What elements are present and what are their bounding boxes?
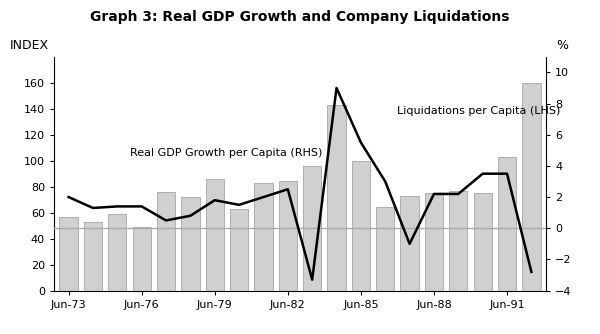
Bar [498,157,516,291]
Text: Graph 3: Real GDP Growth and Company Liquidations: Graph 3: Real GDP Growth and Company Liq… [90,10,510,24]
Bar [376,207,394,291]
Bar [230,209,248,291]
Bar [278,181,297,291]
Bar [449,191,467,291]
Bar [425,193,443,291]
Text: %: % [556,39,568,52]
Bar [254,183,272,291]
Text: INDEX: INDEX [10,39,49,52]
Bar [303,166,322,291]
Bar [400,196,419,291]
Bar [352,161,370,291]
Bar [181,197,200,291]
Bar [206,179,224,291]
Bar [473,193,492,291]
Bar [84,222,102,291]
Bar [328,105,346,291]
Bar [108,214,127,291]
Text: Real GDP Growth per Capita (RHS): Real GDP Growth per Capita (RHS) [130,148,322,158]
Bar [59,216,78,291]
Bar [157,192,175,291]
Bar [522,83,541,291]
Text: Liquidations per Capita (LHS): Liquidations per Capita (LHS) [397,106,561,116]
Bar [133,227,151,291]
